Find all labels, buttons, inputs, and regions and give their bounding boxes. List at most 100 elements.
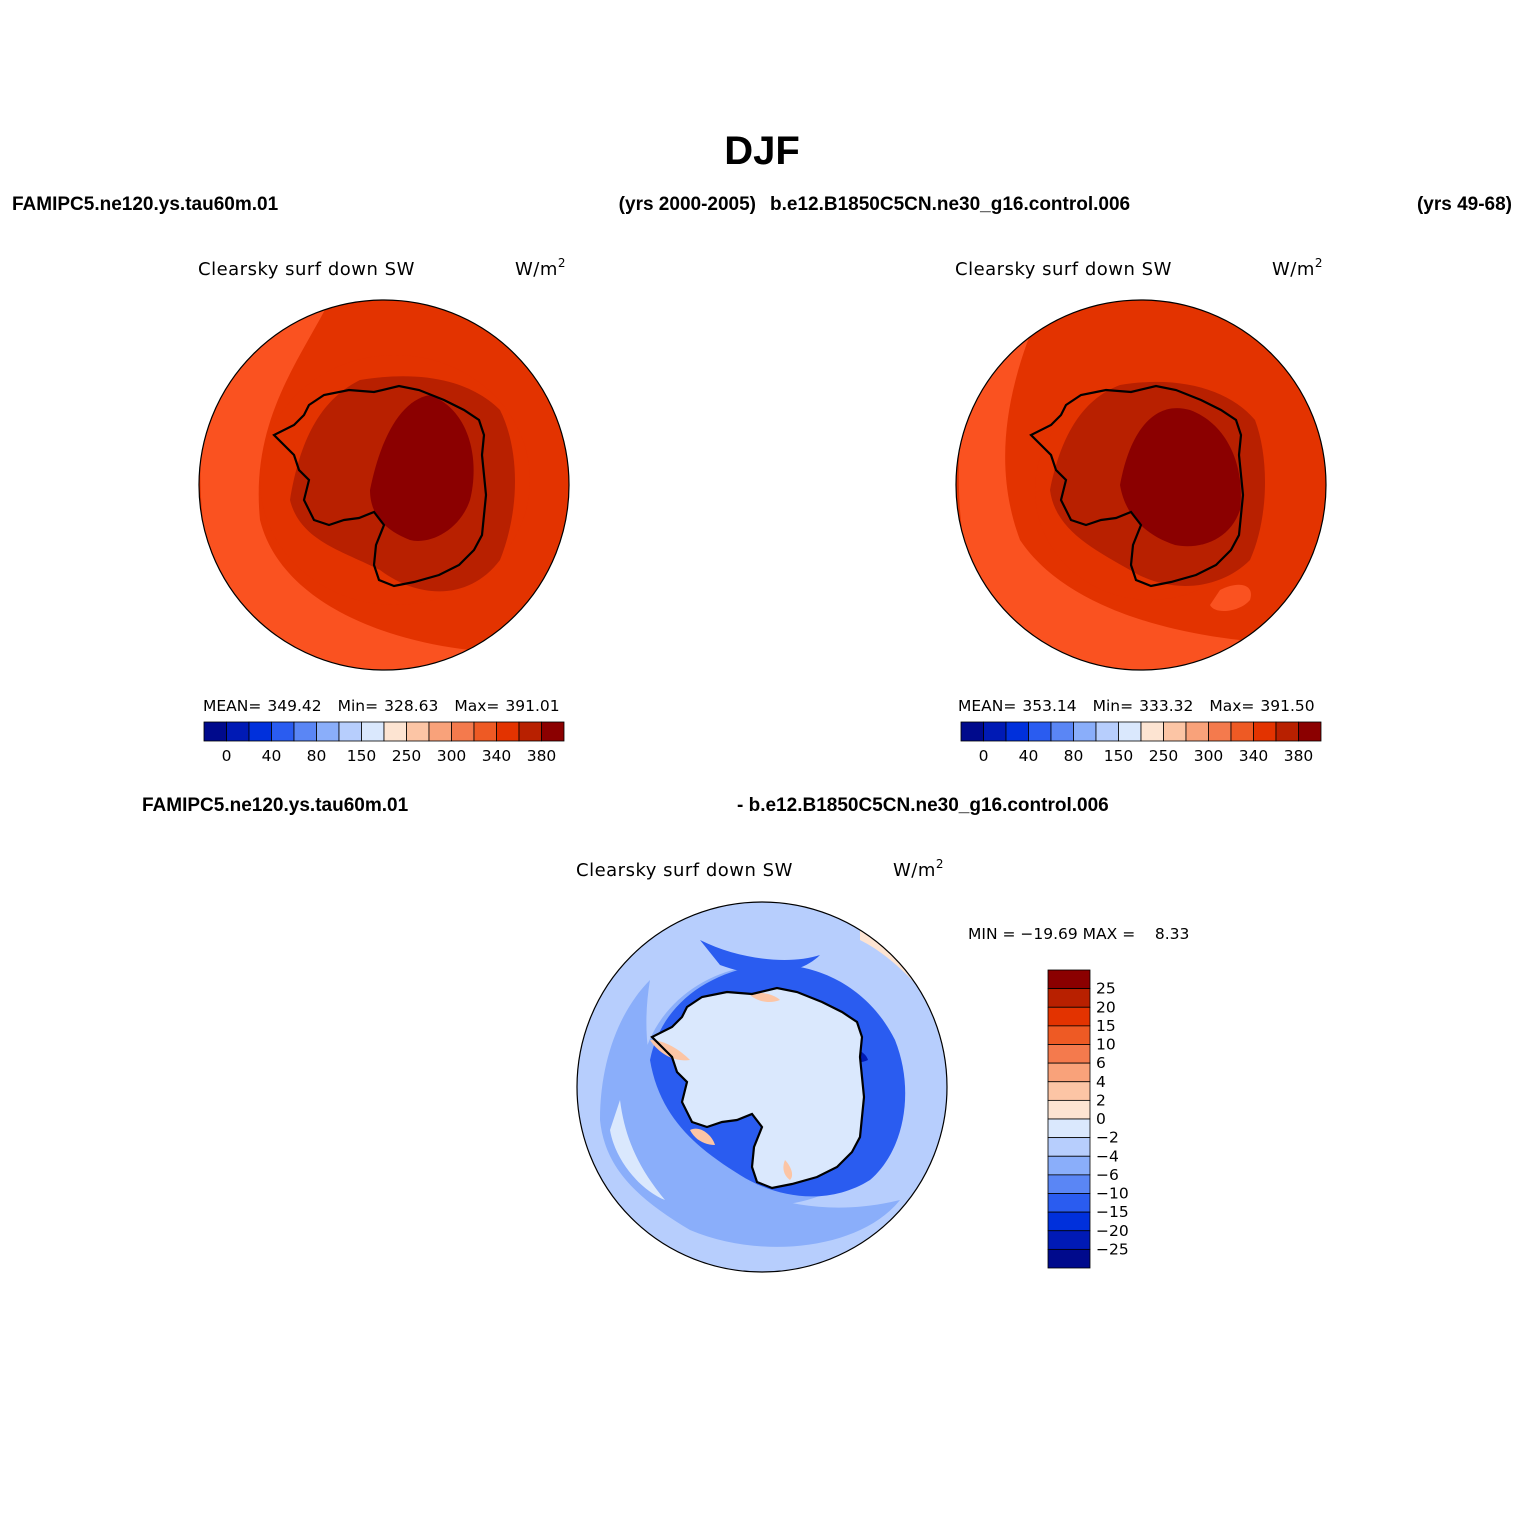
colorbar-tick-label: −6 bbox=[1096, 1166, 1119, 1184]
colorbar-swatch bbox=[1047, 988, 1091, 1008]
panel-case1: Clearsky surf down SW W/m2 MEAN= 349.42 Mi… bbox=[198, 256, 570, 765]
colorbar-swatch bbox=[473, 721, 497, 742]
colorbar-swatch bbox=[518, 721, 542, 742]
colorbar-swatch bbox=[248, 721, 272, 742]
colorbar-swatch bbox=[203, 721, 227, 742]
colorbar-swatch bbox=[1047, 1025, 1091, 1045]
colorbar-swatch bbox=[1185, 721, 1209, 742]
case2-years: (yrs 49-68) bbox=[1417, 194, 1512, 215]
colorbar-tick-label: 40 bbox=[1019, 747, 1039, 765]
colorbar-swatch bbox=[1047, 1193, 1091, 1213]
colorbar-swatch bbox=[406, 721, 430, 742]
colorbar-tick-label: 80 bbox=[1064, 747, 1084, 765]
diff-case-left: FAMIPC5.ne120.ys.tau60m.01 bbox=[142, 795, 409, 816]
panel-diff-variable: Clearsky surf down SW bbox=[576, 860, 793, 881]
colorbar-swatch bbox=[1028, 721, 1052, 742]
colorbar-tick-label: 300 bbox=[437, 747, 467, 765]
colorbar-tick-label: 25 bbox=[1096, 980, 1116, 998]
colorbar-swatch bbox=[1050, 721, 1074, 742]
case1-years: (yrs 2000-2005) bbox=[619, 194, 756, 215]
panel-diff-units: W/m2 bbox=[893, 857, 944, 881]
colorbar-swatch bbox=[316, 721, 340, 742]
colorbar-tick-label: 380 bbox=[1284, 747, 1314, 765]
panel-case2-stats: MEAN= 353.14 Min= 333.32 Max= 391.50 bbox=[958, 697, 1315, 715]
case2-name: b.e12.B1850C5CN.ne30_g16.control.006 bbox=[770, 194, 1130, 215]
colorbar-tick-label: 150 bbox=[1104, 747, 1134, 765]
colorbar-tick-label: −25 bbox=[1096, 1240, 1129, 1258]
colorbar-tick-label: 340 bbox=[482, 747, 512, 765]
colorbar-tick-label: −15 bbox=[1096, 1203, 1129, 1221]
figure-title: DJF bbox=[724, 129, 800, 173]
colorbar-tick-label: 300 bbox=[1194, 747, 1224, 765]
colorbar-swatch bbox=[1047, 1081, 1091, 1101]
colorbar-swatch bbox=[1047, 1230, 1091, 1250]
colorbar-swatch bbox=[1047, 969, 1091, 990]
colorbar-tick-label: 15 bbox=[1096, 1017, 1116, 1035]
colorbar-swatch bbox=[293, 721, 317, 742]
colorbar-swatch bbox=[1047, 1211, 1091, 1232]
map-case1 bbox=[199, 300, 569, 670]
colorbar-swatch bbox=[1095, 721, 1119, 742]
colorbar-tick-label: −4 bbox=[1096, 1147, 1119, 1165]
map-difference bbox=[577, 902, 947, 1272]
colorbar-tick-label: 6 bbox=[1096, 1054, 1106, 1072]
colorbar-swatch bbox=[496, 721, 520, 742]
colorbar-swatch bbox=[541, 721, 565, 742]
colorbar-swatch bbox=[1047, 1174, 1091, 1194]
colorbar-swatch bbox=[1047, 1137, 1091, 1157]
colorbar-swatch bbox=[1047, 1248, 1091, 1269]
colorbar-tick-label: 0 bbox=[979, 747, 989, 765]
colorbar-case2: 0 40 80 150 250 300 340 380 bbox=[960, 721, 1322, 765]
colorbar-swatch bbox=[960, 721, 984, 742]
colorbar-tick-label: 20 bbox=[1096, 998, 1116, 1016]
map-case2 bbox=[956, 300, 1326, 670]
colorbar-swatch bbox=[338, 721, 362, 742]
colorbar-swatch bbox=[1047, 1155, 1091, 1176]
colorbar-tick-label: 40 bbox=[262, 747, 282, 765]
colorbar-swatch bbox=[1298, 721, 1322, 742]
colorbar-swatch bbox=[1047, 1099, 1091, 1120]
panel-case1-units: W/m2 bbox=[515, 256, 566, 280]
colorbar-swatch bbox=[451, 721, 475, 742]
panel-case1-variable: Clearsky surf down SW bbox=[198, 259, 415, 280]
colorbar-case1: 0 40 80 150 250 300 340 380 bbox=[203, 721, 565, 765]
colorbar-tick-label: 250 bbox=[1149, 747, 1179, 765]
colorbar-swatch bbox=[1163, 721, 1187, 742]
panel-difference: Clearsky surf down SW W/m2 MIN = −19.69 … bbox=[576, 857, 1189, 1273]
colorbar-tick-label: 10 bbox=[1096, 1036, 1116, 1054]
colorbar-swatch bbox=[1047, 1062, 1091, 1083]
colorbar-tick-label: 0 bbox=[222, 747, 232, 765]
panel-case2-units: W/m2 bbox=[1272, 256, 1323, 280]
colorbar-swatch bbox=[983, 721, 1007, 742]
colorbar-tick-label: 4 bbox=[1096, 1073, 1106, 1091]
colorbar-swatch bbox=[383, 721, 407, 742]
colorbar-swatch bbox=[428, 721, 452, 742]
colorbar-tick-label: 250 bbox=[392, 747, 422, 765]
colorbar-swatch bbox=[1005, 721, 1029, 742]
colorbar-tick-label: 340 bbox=[1239, 747, 1269, 765]
panel-diff-stats: MIN = −19.69 MAX = 8.33 bbox=[968, 925, 1189, 943]
colorbar-tick-label: 80 bbox=[307, 747, 327, 765]
panel-case1-stats: MEAN= 349.42 Min= 328.63 Max= 391.01 bbox=[203, 697, 560, 715]
colorbar-swatch bbox=[1073, 721, 1097, 742]
colorbar-swatch bbox=[361, 721, 385, 742]
colorbar-swatch bbox=[1208, 721, 1232, 742]
diff-case-right: - b.e12.B1850C5CN.ne30_g16.control.006 bbox=[737, 795, 1109, 816]
colorbar-swatch bbox=[1047, 1118, 1091, 1139]
case1-name: FAMIPC5.ne120.ys.tau60m.01 bbox=[12, 194, 279, 215]
panel-case2: Clearsky surf down SW W/m2 MEAN= 353.14 Mi… bbox=[955, 256, 1327, 765]
colorbar-tick-label: −20 bbox=[1096, 1222, 1129, 1240]
colorbar-tick-label: 150 bbox=[347, 747, 377, 765]
colorbar-swatch bbox=[1275, 721, 1299, 742]
colorbar-swatch bbox=[1230, 721, 1254, 742]
colorbar-swatch bbox=[1047, 1044, 1091, 1064]
panel-case2-variable: Clearsky surf down SW bbox=[955, 259, 1172, 280]
colorbar-swatch bbox=[1047, 1006, 1091, 1027]
colorbar-swatch bbox=[1140, 721, 1164, 742]
colorbar-swatch bbox=[1253, 721, 1277, 742]
colorbar-swatch bbox=[1118, 721, 1142, 742]
colorbar-tick-label: 380 bbox=[527, 747, 557, 765]
colorbar-tick-label: −10 bbox=[1096, 1185, 1129, 1203]
